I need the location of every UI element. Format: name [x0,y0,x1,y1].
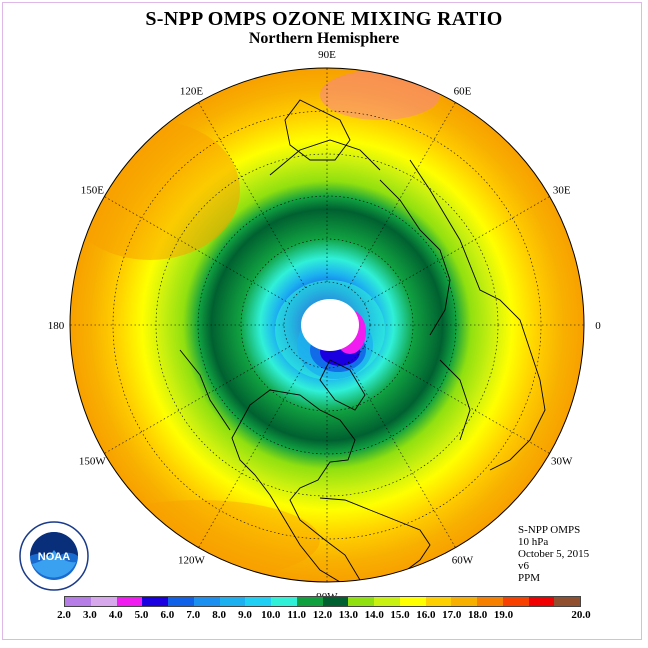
colorbar-swatch [271,597,297,606]
longitude-label: 180 [48,320,65,332]
colorbar-tick-label: 16.0 [416,609,436,621]
colorbar-tick-label: 5.0 [134,609,149,621]
map-title: S-NPP OMPS OZONE MIXING RATIO [145,8,503,30]
colorbar-swatch [477,597,503,606]
noaa-logo-text: NOAA [38,551,70,563]
longitude-label: 30E [553,185,571,197]
colorbar-swatch [502,597,529,606]
colorbar-swatch [142,597,168,606]
longitude-label: 90E [318,49,336,61]
colorbar-tick-label: 13.0 [338,609,358,621]
info-panel: S-NPP OMPS 10 hPa October 5, 2015 v6 PPM [518,524,589,584]
map-subtitle: Northern Hemisphere [248,30,400,47]
version-text: v6 [518,560,529,572]
units-text: PPM [518,572,541,584]
pressure-level-text: 10 hPa [518,536,549,548]
colorbar-tick-label: 8.0 [212,609,226,621]
colorbar-swatch [193,597,220,606]
colorbar-tick-label: 6.0 [160,609,175,621]
longitude-label: 150E [81,185,105,197]
colorbar-swatch [245,597,271,606]
longitude-label: 30W [551,456,573,468]
colorbar-tick-label: 17.0 [442,609,462,621]
date-text: October 5, 2015 [518,548,590,560]
longitude-label: 0 [595,320,601,332]
colorbar-tick-label: 7.0 [186,609,201,621]
colorbar-swatch [219,597,246,606]
colorbar-tick-label: 14.0 [364,609,384,621]
colorbar-tick-label: 9.0 [238,609,252,621]
colorbar-swatch [348,597,374,606]
noaa-logo: NOAA [19,521,89,591]
longitude-label: 60W [452,555,474,567]
colorbar-swatch [90,597,117,606]
colorbar-swatch [374,597,400,606]
colorbar-tick-label: 11.0 [287,609,306,621]
colorbar-tick-label: 2.0 [57,609,71,621]
colorbar-tick-label: 19.0 [493,609,514,621]
colorbar-swatch [116,597,143,606]
instrument-text: S-NPP OMPS [518,524,581,536]
figure-frame [2,2,642,640]
longitude-label: 60E [454,85,472,97]
colorbar-tick-label: 4.0 [108,609,123,621]
colorbar-swatch [65,597,91,606]
colorbar-tick-label: 18.0 [467,609,488,621]
map-boundary [69,67,585,583]
colorbar [64,596,581,607]
colorbar-swatch [451,597,477,606]
colorbar-swatch [399,597,426,606]
longitude-label: 150W [79,456,107,468]
longitude-label: 120W [178,555,206,567]
colorbar-labels: 2.0 3.0 4.0 5.0 6.0 7.0 8.0 9.0 10.0 11.0 12.0 13.0… [57,609,591,623]
colorbar-swatch [168,597,194,606]
longitude-label: 120E [180,85,204,97]
colorbar-tick-label: 10.0 [261,609,281,621]
colorbar-tick-label: 3.0 [82,609,97,621]
colorbar-tick-label: 15.0 [390,609,410,621]
colorbar-swatch [425,597,452,606]
colorbar-tick-label: 12.0 [312,609,333,621]
colorbar-swatch [554,597,580,606]
colorbar-tick-label: 20.0 [571,609,591,621]
colorbar-swatch [296,597,323,606]
colorbar-swatch [322,597,349,606]
colorbar-swatch [528,597,555,606]
